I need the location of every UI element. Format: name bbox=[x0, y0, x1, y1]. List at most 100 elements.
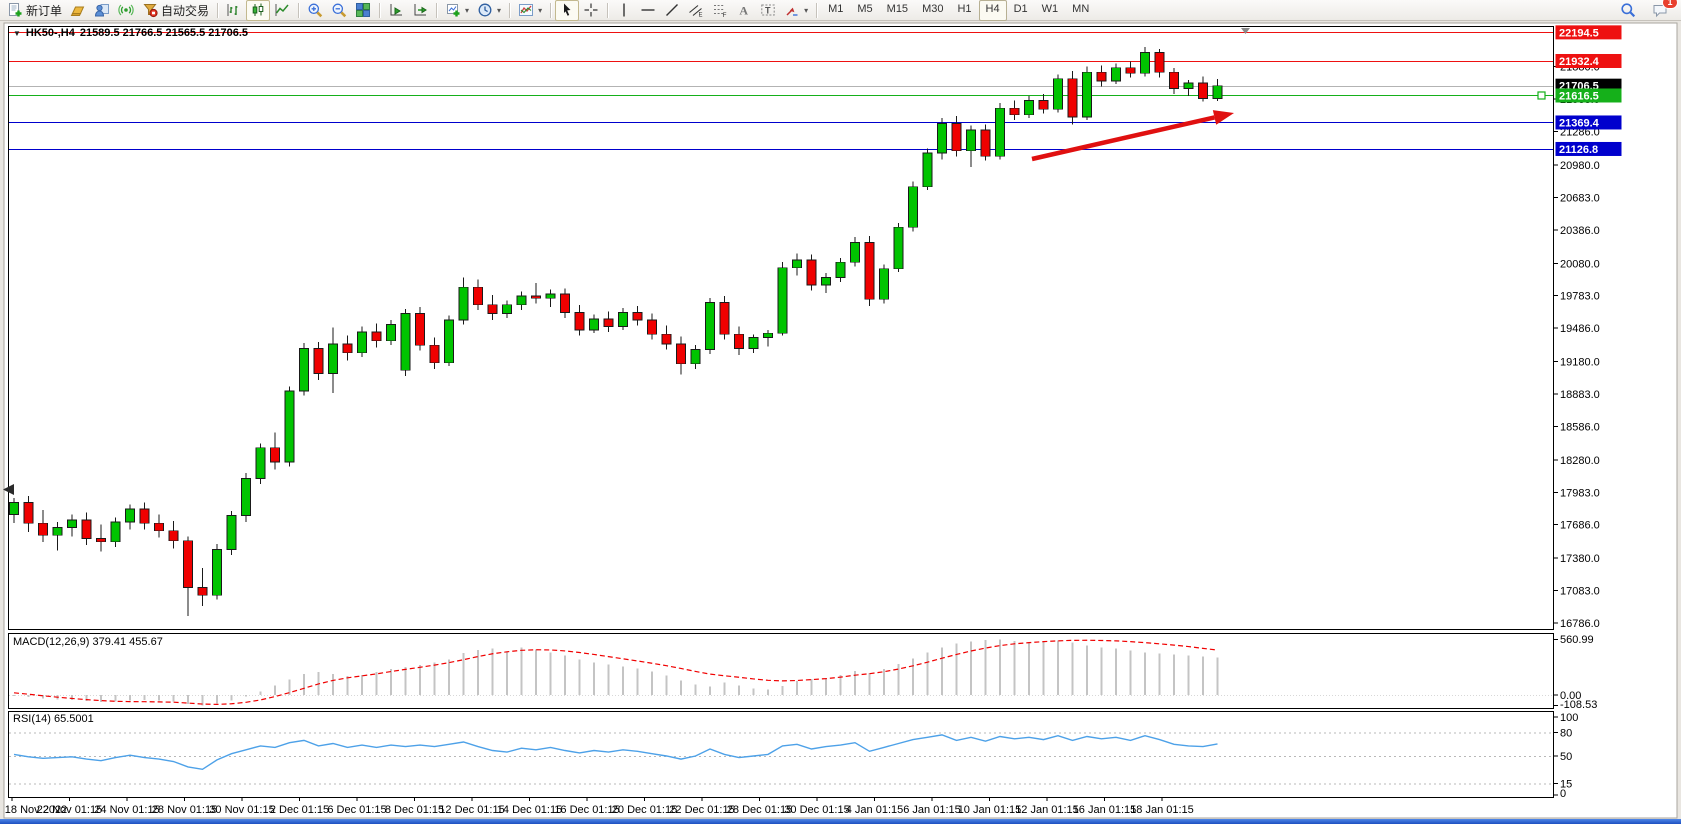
search-button[interactable] bbox=[1616, 0, 1640, 21]
candle bbox=[1125, 61, 1136, 78]
notifications-button[interactable]: 1 bbox=[1648, 0, 1678, 21]
candle bbox=[908, 181, 918, 232]
rsi-axis-label: 50 bbox=[1560, 751, 1572, 763]
toolbar-separator bbox=[607, 2, 609, 18]
time-axis-label: 28 Dec 01:15 bbox=[727, 804, 792, 816]
candle bbox=[357, 326, 367, 358]
candle bbox=[966, 125, 976, 168]
time-axis-label: 12 Dec 01:15 bbox=[439, 804, 504, 816]
chart-expand-icon[interactable]: ▼ bbox=[13, 28, 21, 38]
timeframe-button-m5[interactable]: M5 bbox=[857, 2, 873, 15]
timeframe-button-m1[interactable]: M1 bbox=[828, 2, 844, 15]
chart-symbol-period: HK50-,H4 bbox=[25, 27, 75, 39]
autotrading-button[interactable]: 自动交易 bbox=[138, 0, 213, 21]
candle bbox=[38, 510, 48, 542]
time-axis-label: 18 Jan 01:15 bbox=[1130, 804, 1194, 816]
time-axis-label: 14 Dec 01:15 bbox=[497, 804, 562, 816]
candle bbox=[1053, 74, 1063, 113]
timeframe-button-m15[interactable]: M15 bbox=[886, 2, 909, 15]
chart-shift-marker[interactable] bbox=[1241, 28, 1250, 34]
chart-title[interactable]: ▼ HK50-,H4 21589.5 21766.5 21565.5 21706… bbox=[13, 27, 248, 39]
new-order-button[interactable]: 新订单 bbox=[3, 0, 66, 21]
chart-shift-icon bbox=[412, 2, 428, 18]
line-handle[interactable] bbox=[1537, 91, 1546, 100]
crosshair-button[interactable] bbox=[579, 0, 603, 21]
market-watch-button[interactable] bbox=[66, 0, 90, 21]
timeframe-button-w1[interactable]: W1 bbox=[1041, 2, 1059, 15]
horizontal-line-button[interactable] bbox=[636, 0, 660, 21]
navigator-button[interactable] bbox=[90, 0, 114, 21]
macd-axis-label: 0.00 bbox=[1560, 690, 1581, 702]
candle bbox=[1198, 76, 1208, 102]
bar-chart-button[interactable] bbox=[222, 0, 246, 21]
chart-ohlc-values: 21589.5 21766.5 21565.5 21706.5 bbox=[79, 27, 249, 39]
candle bbox=[574, 304, 585, 336]
cursor-button[interactable] bbox=[555, 0, 580, 21]
candle bbox=[342, 335, 353, 361]
time-axis-label: 22 Dec 01:15 bbox=[669, 804, 734, 816]
price-axis-label: 17983.0 bbox=[1560, 487, 1600, 499]
vertical-line-button[interactable] bbox=[612, 0, 636, 21]
rsi-axis-label: 80 bbox=[1560, 728, 1572, 740]
chart-shift-button[interactable] bbox=[408, 0, 432, 21]
timeframe-button-d1[interactable]: D1 bbox=[1013, 2, 1028, 15]
time-axis-label: 16 Dec 01:15 bbox=[554, 804, 619, 816]
candle bbox=[1169, 67, 1179, 95]
tile-windows-button[interactable] bbox=[351, 0, 375, 21]
candle bbox=[777, 262, 788, 336]
chevron-down-icon: ▾ bbox=[804, 5, 809, 15]
candle bbox=[328, 327, 338, 394]
auto-scroll-button[interactable] bbox=[384, 0, 408, 21]
toolbar-separator bbox=[436, 2, 438, 18]
candlestick-chart-icon bbox=[250, 2, 266, 18]
chevron-down-icon: ▾ bbox=[465, 5, 470, 15]
crosshair-icon bbox=[583, 2, 599, 18]
candle bbox=[1096, 65, 1107, 87]
level-price-badge bbox=[1555, 53, 1622, 68]
candle bbox=[661, 325, 672, 350]
text-label-button[interactable]: T bbox=[756, 0, 780, 21]
toolbar-separator bbox=[550, 2, 552, 18]
candle bbox=[125, 504, 135, 530]
timeframe-button-m30[interactable]: M30 bbox=[922, 2, 944, 15]
time-axis-label: 30 Dec 01:15 bbox=[784, 804, 849, 816]
left-edge-marker bbox=[3, 484, 14, 495]
macd-panel bbox=[8, 633, 1554, 709]
arrows-button[interactable]: ▾ bbox=[780, 0, 812, 21]
cursor-icon bbox=[559, 2, 575, 18]
market-watch-icon bbox=[70, 2, 86, 18]
timeframe-button-mn[interactable]: MN bbox=[1072, 2, 1090, 15]
signals-button[interactable] bbox=[114, 0, 138, 21]
new-chart-button[interactable]: ▾ bbox=[441, 0, 473, 21]
candle bbox=[284, 386, 295, 467]
indicators-button[interactable]: ▾ bbox=[514, 0, 546, 21]
candle bbox=[400, 309, 411, 376]
candle bbox=[1183, 79, 1194, 97]
price-axis-label: 20683.0 bbox=[1560, 192, 1600, 204]
text-button[interactable]: A bbox=[732, 0, 756, 21]
timeframe-button-h4[interactable]: H4 bbox=[978, 0, 1007, 21]
trend-arrow-annotation[interactable] bbox=[1031, 110, 1234, 162]
zoom-in-button[interactable] bbox=[303, 0, 327, 21]
candle bbox=[183, 536, 193, 617]
candle bbox=[415, 306, 425, 351]
trendline-button[interactable] bbox=[660, 0, 684, 21]
indicators-icon bbox=[518, 2, 534, 18]
toolbar-separator bbox=[298, 2, 300, 18]
candle bbox=[386, 320, 396, 346]
periods-button[interactable]: ▾ bbox=[473, 0, 505, 21]
timeframe-button-h1[interactable]: H1 bbox=[957, 2, 972, 15]
auto-scroll-icon bbox=[388, 2, 404, 18]
toolbar-separator bbox=[816, 2, 818, 18]
fibonacci-button[interactable]: F bbox=[708, 0, 732, 21]
candle bbox=[705, 298, 715, 354]
candle bbox=[212, 543, 222, 600]
zoom-out-button[interactable] bbox=[327, 0, 351, 21]
candle bbox=[81, 512, 92, 546]
candlestick-chart-button[interactable] bbox=[246, 0, 271, 21]
equidistant-channel-button[interactable]: E bbox=[684, 0, 708, 21]
line-chart-button[interactable] bbox=[270, 0, 294, 21]
arrows-icon bbox=[784, 2, 800, 18]
time-axis-label: 22 Nov 01:15 bbox=[37, 804, 102, 816]
